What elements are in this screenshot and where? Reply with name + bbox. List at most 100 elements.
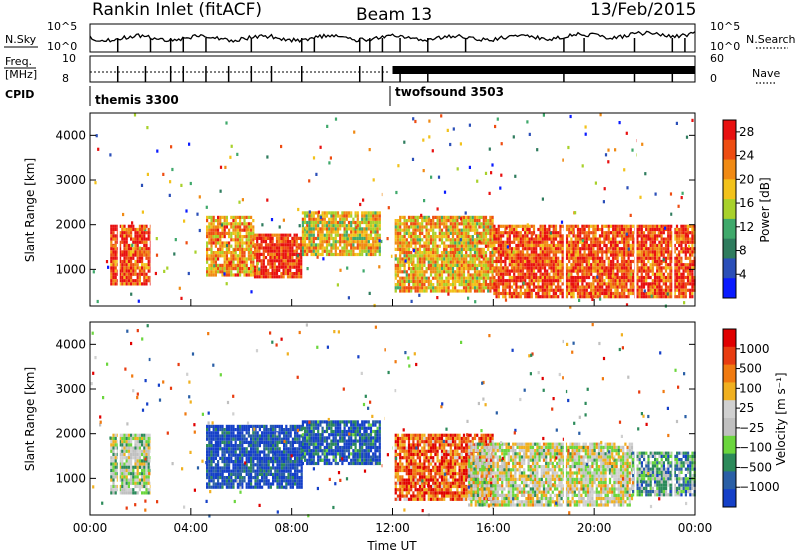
heatmap-cell [537,256,540,260]
heatmap-cell [607,275,610,280]
heatmap-cell [421,263,424,267]
heatmap-cell [130,292,133,296]
heatmap-cell [576,256,580,260]
heatmap-cell [456,289,459,293]
heatmap-cell [447,273,450,277]
heatmap-cell [651,237,654,241]
heatmap-cell [134,459,137,463]
heatmap-cell [376,214,379,218]
heatmap-cell [487,222,490,226]
heatmap-cell [223,231,226,235]
heatmap-cell [465,238,468,242]
heatmap-cell [143,459,146,463]
heatmap-cell [579,263,582,267]
heatmap-cell [282,259,285,263]
heatmap-cell [278,275,281,279]
heatmap-cell [601,224,604,228]
heatmap-cell [660,237,663,241]
heatmap-cell [356,233,359,237]
heatmap-cell [147,231,150,235]
colorbar-swatch [723,179,736,200]
heatmap-cell [462,228,466,232]
heatmap-cell [214,257,217,261]
heatmap-cell [638,227,641,232]
heatmap-cell [585,269,588,273]
heatmap-cell [601,240,604,244]
heatmap-cell [535,250,538,254]
heatmap-cell [662,240,665,244]
heatmap-cell [594,256,597,260]
heatmap-cell [208,472,211,476]
heatmap-cell [212,225,215,229]
heatmap-cell [264,233,268,237]
heatmap-cell [561,253,564,257]
heatmap-cell [664,240,668,244]
heatmap-cell [214,267,217,271]
heatmap-cell [230,267,233,271]
heatmap-cell [412,222,415,226]
heatmap-cell [412,219,415,223]
heatmap-cell [269,252,272,256]
heatmap-cell [443,267,446,271]
heatmap-cell [146,126,149,130]
heatmap-cell [645,266,648,270]
heatmap-cell [217,228,220,232]
heatmap-cell [592,285,595,289]
heatmap-cell [590,247,593,251]
heatmap-cell [678,256,681,260]
heatmap-cell [691,263,694,267]
heatmap-cell [627,269,630,273]
heatmap-cell [418,228,422,232]
heatmap-cell [407,235,411,239]
heatmap-cell [473,251,477,255]
heatmap-cell [243,235,246,239]
heatmap-cell [412,286,415,290]
heatmap-cell [631,237,635,241]
heatmap-cell [465,225,468,229]
heatmap-cell [447,279,450,283]
heatmap-cell [145,481,148,485]
heatmap-cell [642,275,646,280]
heatmap-cell [532,263,536,267]
heatmap-cell [125,263,128,267]
heatmap-cell [465,251,468,255]
heatmap-cell [236,244,239,248]
heatmap-cell [476,279,479,283]
heatmap-cell [214,231,217,235]
heatmap-cell [332,236,335,241]
heatmap-cell [638,240,641,244]
heatmap-cell [620,256,624,260]
heatmap-cell [232,263,235,267]
heatmap-cell [541,263,544,267]
heatmap-cell [356,224,359,228]
heatmap-cell [614,231,617,235]
heatmap-cell [436,254,439,258]
heatmap-cell [405,238,408,242]
heatmap-cell [119,433,122,437]
colorbar-swatch [723,278,736,299]
heatmap-cell [467,260,470,264]
heatmap-cell [339,217,342,221]
heatmap-cell [539,234,542,238]
heatmap-cell [489,215,492,219]
heatmap-cell [403,244,406,248]
heatmap-cell [336,227,340,231]
heatmap-cell [250,267,253,271]
heatmap-cell [532,259,536,264]
heatmap-cell [658,234,661,238]
heatmap-cell [119,263,122,267]
heatmap-cell [609,263,613,267]
heatmap-cell [587,282,591,286]
heatmap-cell [407,228,411,232]
heatmap-cell [445,254,448,258]
heatmap-cell [280,236,283,240]
heatmap-cell [685,232,688,236]
heatmap-cell [603,272,606,276]
heatmap-cell [378,265,381,269]
heatmap-cell [145,237,148,241]
heatmap-cell [130,237,133,241]
heatmap-cell [484,231,488,235]
heatmap-cell [212,235,215,239]
heatmap-cell [476,286,479,290]
heatmap-cell [416,225,419,229]
